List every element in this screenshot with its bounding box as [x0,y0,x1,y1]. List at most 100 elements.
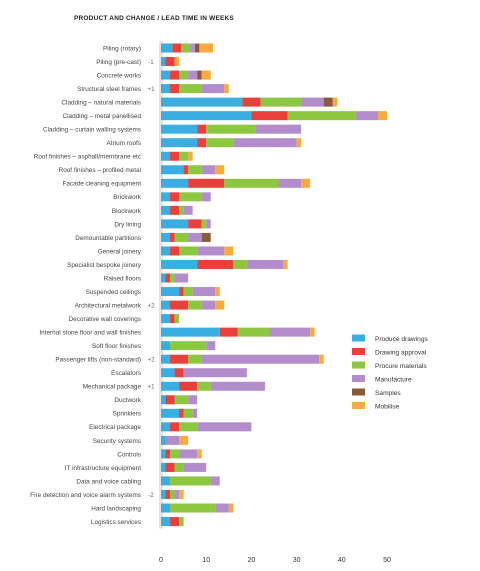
bar-segment-produce-drawings [161,314,171,324]
bar-segment-mobilise [332,97,338,107]
category-label: Electrical package [89,424,141,431]
bar-segment-procure-materials [179,517,184,527]
bar-segment-mobilise [228,503,234,513]
legend-swatch [352,361,365,369]
legend-swatch [352,375,365,382]
bar-segment-mobilise [224,84,229,94]
change-label: -2 [148,492,154,499]
bar-segment-drawing-approval [165,462,175,472]
bar-segment-samples [201,232,211,242]
category-label: Roof finishes – profiled metal [59,167,141,174]
bar-segment-manufacture [278,178,302,188]
category-label: General joinery [98,248,142,255]
bar-segment-manufacture [197,246,225,256]
bar-segment-manufacture [210,476,220,486]
x-tick-label: 0 [159,557,163,564]
x-tick-label: 20 [248,557,256,564]
bar-segment-procure-materials [183,408,193,418]
category-label: Piling (rotary) [103,45,141,52]
category-label: Fire detection and voice alarm systems [30,492,141,499]
bar-segment-drawing-approval [170,246,180,256]
category-label: Cladding – metal panellised [62,113,141,120]
category-label: Brickwork [113,194,141,201]
bar-segment-manufacture [174,489,180,499]
bar-segment-mobilise [199,43,213,53]
bar-segment-drawing-approval [170,314,175,324]
bar-segment-mobilise [174,57,180,67]
bar-segment-manufacture [201,84,225,94]
bar-segment-manufacture [210,381,265,391]
axis-band [159,41,163,529]
bar-segment-drawing-approval [197,138,207,148]
bar-segment-mobilise [224,246,234,256]
legend-swatch [352,388,365,396]
bar-segment-manufacture [246,259,284,269]
bar-segment-manufacture [183,368,247,378]
bar-segment-manufacture [201,300,216,310]
category-label: Internal stone floor and wall finishes [39,330,141,337]
bar-segment-drawing-approval [174,368,184,378]
category-label: Concrete works [97,72,141,79]
bar-segment-produce-drawings [161,476,171,486]
bar-segment-mobilise [215,165,225,175]
bar-segment-mobilise [296,138,302,148]
bar-segment-mobilise [188,151,193,161]
bar-segment-manufacture [206,341,216,351]
legend-swatch [352,348,365,355]
category-label: Atrium roofs [107,140,141,147]
x-tick-label: 30 [293,557,301,564]
bar-segment-procure-materials [170,476,211,486]
category-label: IT infrastructure equipment [65,465,141,472]
bar-segment-drawing-approval [170,354,189,364]
bar-segment-drawing-approval [183,165,189,175]
bar-segment-drawing-approval [172,43,182,53]
bar-segment-mobilise [301,178,311,188]
bar-segment-manufacture [197,422,252,432]
bar-segment-drawing-approval [188,219,202,229]
bar-segment-drawing-approval [170,422,180,432]
x-tick-label: 40 [338,557,346,564]
category-label: Controls [117,451,141,458]
bar-segment-produce-drawings [161,489,166,499]
bar-segment-manufacture [233,138,297,148]
bar-segment-drawing-approval [179,408,184,418]
bar-segment-produce-drawings [161,57,166,67]
bar-segment-manufacture [201,354,320,364]
bar-segment-produce-drawings [161,395,166,405]
bar-segment-produce-drawings [161,435,166,445]
bar-segment-drawing-approval [188,178,225,188]
category-label: Passenger lifts (non-standard) [55,357,141,364]
bar-segment-drawing-approval [179,381,198,391]
bar-segment-produce-drawings [161,138,198,148]
bar-segment-produce-drawings [161,111,252,121]
chart-title: PRODUCT AND CHANGE / LEAD TIME IN WEEKS [74,15,234,22]
bar-segment-produce-drawings [161,219,189,229]
category-label: Dry lining [114,221,141,228]
legend-label: Produce drawings [375,336,428,343]
bar-segment-procure-materials [179,422,198,432]
bar-segment-procure-materials [188,165,202,175]
bar-segment-procure-materials [179,205,184,215]
bar-segment-procure-materials [179,192,202,202]
category-label: Sprinklers [113,411,141,418]
bar-segment-drawing-approval [165,449,171,459]
category-label: Roof finishes – asphalt/membrane etc [34,154,142,161]
bar-segment-manufacture [201,165,216,175]
category-label: Cladding – curtain walling systems [43,127,141,134]
bar-segment-procure-materials [188,354,202,364]
bar-segment-produce-drawings [161,151,171,161]
change-label: +1 [147,86,155,93]
bar-segment-manufacture [269,327,311,337]
bar-segment-mobilise [215,287,220,297]
bar-segment-produce-drawings [161,462,166,472]
category-label: Architectural metalwork [75,302,142,309]
legend-background [348,331,456,412]
bar-segment-produce-drawings [161,287,180,297]
bar-segment-mobilise [179,489,184,499]
category-label: Blockwork [112,208,142,215]
bar-segment-produce-drawings [161,165,184,175]
category-label: Logistics services [91,519,141,526]
bar-segment-procure-materials [179,151,189,161]
bar-segment-samples [197,70,202,80]
